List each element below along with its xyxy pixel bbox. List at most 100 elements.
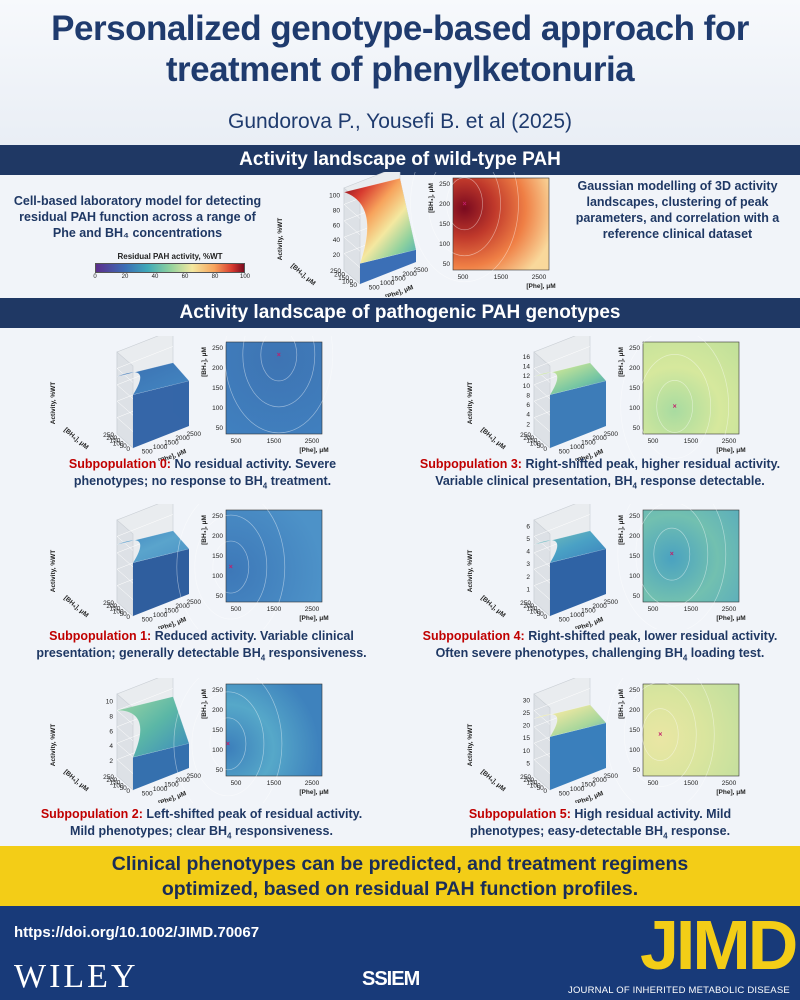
panel-subpopulation-5: 5 10 15 20 25 30 250 200 150 100 50 0 500 1000 1500 200… xyxy=(455,656,755,813)
colorbar-tick: 40 xyxy=(151,274,159,280)
phe-tick: 1500 xyxy=(581,782,596,789)
caption-text: responsiveness. xyxy=(231,824,333,838)
caption-text: loading test. xyxy=(687,646,765,660)
heatmap-x-title: [Phe], μM xyxy=(526,283,555,290)
bh4-axis-title: [BH₄], μM xyxy=(479,427,506,452)
phe-tick: 1500 xyxy=(391,276,406,283)
z-axis-ticks: 1 2 3 4 5 6 xyxy=(526,523,530,593)
caption-text: phenotypes; easy-detectable BH xyxy=(469,824,664,838)
phe-tick: 1000 xyxy=(153,612,168,619)
heatmap-y-tick: 50 xyxy=(216,593,224,600)
heatmap-y-tick: 50 xyxy=(633,593,641,600)
z-tick: 6 xyxy=(526,402,530,409)
bh4-tick: 250 xyxy=(103,600,114,607)
activity-surface xyxy=(533,530,607,616)
z-axis-title: Activity, %WT xyxy=(277,218,284,261)
heatmap-y-title: [BH₄], μM xyxy=(618,515,625,545)
phe-tick: 500 xyxy=(142,790,153,797)
bh4-tick: 0 xyxy=(543,446,547,453)
caption-text: responsiveness. xyxy=(265,646,367,660)
phe-tick: 2000 xyxy=(592,777,607,784)
heatmap-y-tick: 250 xyxy=(212,513,223,520)
bh4-tick: 100 xyxy=(113,782,124,789)
panel-subpopulation-3: 2 4 6 8 10 12 14 16 250 200 150 100 50 0 500 1000 1500 20… xyxy=(455,328,755,485)
z-axis-title: Activity, %WT xyxy=(50,382,57,425)
heatmap-y-tick: 50 xyxy=(443,261,451,268)
phe-tick: 1500 xyxy=(581,608,596,615)
heatmap-y-tick: 50 xyxy=(216,767,224,774)
bh4-tick: 200 xyxy=(106,777,117,784)
heatmap-x-tick: 2500 xyxy=(532,274,547,281)
phe-tick: 1000 xyxy=(153,786,168,793)
bh4-tick: 100 xyxy=(530,608,541,615)
phe-tick: 500 xyxy=(369,284,380,291)
activity-surface xyxy=(116,362,190,448)
z-tick: 15 xyxy=(523,735,531,742)
heatmap-x-tick: 500 xyxy=(231,780,242,787)
panel-wild-type: 20 40 60 80 100 250 200 150 100 50 500 1000 1500 2000… xyxy=(265,125,565,302)
bh4-axis-title: [BH₄], μM xyxy=(479,595,506,620)
heatmap-y-tick: 250 xyxy=(439,181,450,188)
heatmap-x-tick: 500 xyxy=(648,438,659,445)
bh4-tick: 150 xyxy=(527,780,538,787)
caption-text: Reduced activity. Variable clinical xyxy=(154,629,354,643)
phe-tick: 500 xyxy=(559,790,570,797)
colorbar-tick: 0 xyxy=(93,274,97,280)
z-tick: 16 xyxy=(523,354,531,361)
phe-tick: 1000 xyxy=(380,280,395,287)
heatmap-x-tick: 2500 xyxy=(722,606,737,613)
colorbar-ticks: 0 20 40 60 80 100 xyxy=(93,273,250,283)
heatmap-y-tick: 150 xyxy=(439,221,450,228)
doi-link[interactable]: https://doi.org/10.1002/JIMD.70067 xyxy=(14,924,260,941)
bh4-tick: 0 xyxy=(126,614,130,621)
z-axis-ticks: 2 4 6 8 10 12 14 16 xyxy=(523,354,531,429)
conclusion-line-2: optimized, based on residual PAH functio… xyxy=(161,878,639,900)
title-line-2: treatment of phenylketonuria xyxy=(165,50,635,89)
bh4-tick: 100 xyxy=(113,440,124,447)
panel-subpopulation-2: 2 4 6 8 10 250 200 150 100 50 0 500 1000 1500 2000 2500… xyxy=(38,665,338,823)
phe-tick: 500 xyxy=(142,616,153,623)
heatmap-x-tick: 1500 xyxy=(684,606,699,613)
bh4-tick: 0 xyxy=(126,788,130,795)
heatmap: × xyxy=(410,125,550,283)
bh4-tick: 50 xyxy=(120,785,128,792)
poster-title: Personalized genotype-based approach for… xyxy=(20,8,780,90)
z-tick: 10 xyxy=(523,748,531,755)
z-axis-ticks: 2 4 6 8 10 xyxy=(106,698,114,765)
bh4-tick: 50 xyxy=(537,443,545,450)
heatmap-y-tick: 100 xyxy=(439,241,450,248)
z-tick: 4 xyxy=(109,743,113,750)
z-tick: 4 xyxy=(526,549,530,556)
bh4-axis-title: [BH₄], μM xyxy=(479,769,506,794)
bh4-tick: 250 xyxy=(103,432,114,439)
heatmap-y-tick: 100 xyxy=(629,405,640,412)
heatmap: × xyxy=(176,488,323,646)
heatmap-x-tick: 500 xyxy=(231,438,242,445)
z-tick: 25 xyxy=(523,710,531,717)
bh4-tick: 200 xyxy=(106,603,117,610)
heatmap-y-tick: 200 xyxy=(629,707,640,714)
caption-label: Subpopulation 0: xyxy=(68,457,171,471)
phe-tick: 2000 xyxy=(175,603,190,610)
heatmap-x-title: [Phe], μM xyxy=(299,615,328,622)
journal-name: JOURNAL OF INHERITED METABOLIC DISEASE xyxy=(568,985,790,996)
caption-text: phenotypes; no response to BH xyxy=(73,474,263,488)
caption-text: No residual activity. Severe xyxy=(174,457,337,471)
z-tick: 12 xyxy=(523,373,531,380)
bh4-tick: 250 xyxy=(103,774,114,781)
bh4-tick: 150 xyxy=(527,606,538,613)
bh4-tick: 200 xyxy=(523,777,534,784)
subscript: 4 xyxy=(632,481,637,491)
section-title-wild-type: Activity landscape of wild-type PAH xyxy=(0,145,800,175)
phe-tick: 500 xyxy=(559,448,570,455)
phe-tick: 1000 xyxy=(570,612,585,619)
bh4-tick: 150 xyxy=(338,275,349,282)
caption-text: presentation; generally detectable BH xyxy=(36,646,261,660)
activity-surface xyxy=(533,362,607,448)
